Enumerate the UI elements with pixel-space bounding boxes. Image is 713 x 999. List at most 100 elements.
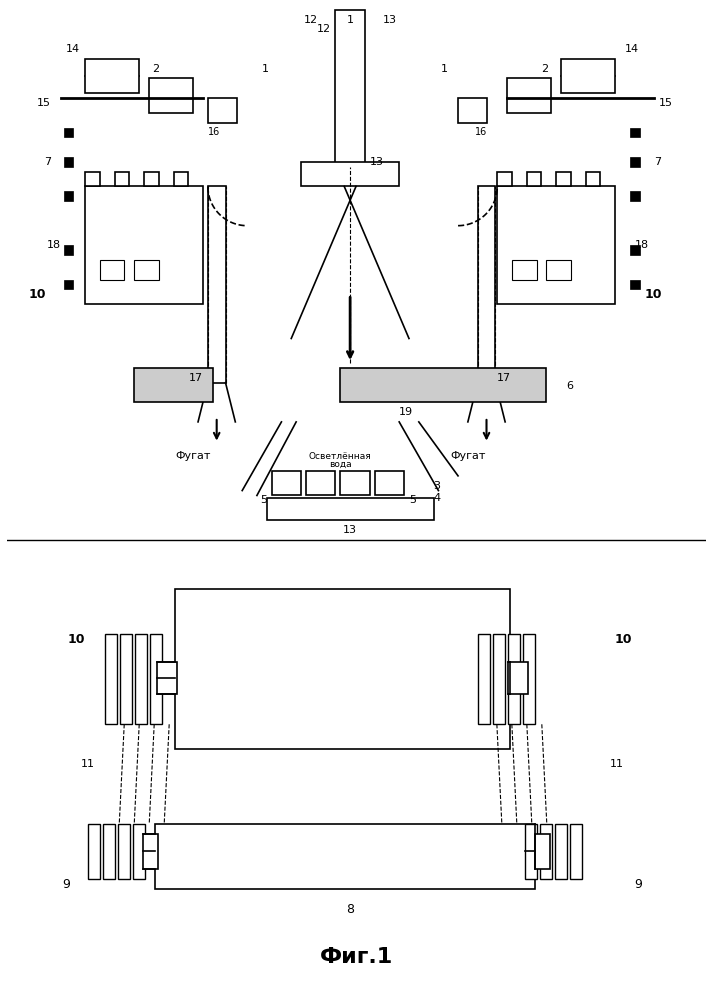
Text: 5: 5 (409, 496, 416, 505)
Bar (144, 172, 159, 187)
Bar (493, 634, 505, 724)
Bar (527, 172, 541, 187)
Bar (88, 824, 101, 879)
Text: 16: 16 (476, 128, 488, 138)
Bar (540, 824, 552, 879)
Bar (63, 192, 73, 201)
Bar (135, 634, 147, 724)
Bar (508, 634, 520, 724)
Text: 9: 9 (635, 877, 642, 891)
Text: 11: 11 (81, 759, 96, 769)
Bar (508, 662, 528, 694)
Text: 14: 14 (625, 44, 639, 54)
Bar (86, 59, 139, 93)
Text: 14: 14 (66, 44, 81, 54)
Bar (103, 824, 116, 879)
Bar (478, 187, 496, 383)
Text: 19: 19 (399, 407, 414, 418)
Text: вода: вода (329, 460, 352, 469)
Text: 17: 17 (497, 373, 511, 383)
Bar (585, 172, 600, 187)
Bar (208, 187, 225, 383)
Bar (155, 824, 535, 889)
Bar (523, 634, 535, 724)
Bar (630, 246, 640, 255)
Text: 1: 1 (262, 64, 269, 74)
Bar (100, 260, 125, 280)
Text: 3: 3 (434, 481, 441, 491)
Text: 12: 12 (317, 24, 331, 34)
Text: Фугат: Фугат (450, 452, 486, 462)
Bar (106, 634, 117, 724)
Bar (301, 162, 399, 187)
Text: 7: 7 (655, 157, 662, 167)
Text: 11: 11 (610, 759, 624, 769)
Bar (374, 471, 404, 496)
Text: 13: 13 (343, 524, 357, 534)
Text: 10: 10 (645, 288, 662, 301)
Text: 18: 18 (46, 241, 61, 251)
Bar (556, 172, 571, 187)
Bar (555, 824, 567, 879)
Bar (133, 824, 145, 879)
Bar (134, 260, 159, 280)
Bar (630, 192, 640, 201)
Bar (458, 98, 488, 123)
Bar (340, 471, 370, 496)
Bar (115, 172, 129, 187)
Bar (118, 824, 130, 879)
Text: 15: 15 (37, 98, 51, 108)
Text: 2: 2 (541, 64, 548, 74)
Bar (546, 260, 571, 280)
Bar (535, 834, 550, 869)
Text: 5: 5 (260, 496, 267, 505)
Bar (157, 662, 177, 694)
Bar (570, 824, 582, 879)
Text: 16: 16 (208, 128, 220, 138)
Bar (173, 172, 188, 187)
Text: 10: 10 (68, 632, 86, 646)
Text: 6: 6 (566, 381, 573, 391)
Text: 10: 10 (615, 632, 632, 646)
Bar (86, 172, 100, 187)
Bar (143, 834, 158, 869)
Bar (267, 499, 434, 520)
Bar (208, 98, 237, 123)
Text: 17: 17 (189, 373, 203, 383)
Bar (497, 187, 615, 304)
Bar (512, 260, 537, 280)
Bar (63, 157, 73, 167)
Bar (630, 157, 640, 167)
Bar (272, 471, 301, 496)
Text: 13: 13 (370, 157, 384, 167)
Bar (306, 471, 335, 496)
Bar (525, 824, 537, 879)
Text: 13: 13 (382, 15, 396, 25)
Text: 4: 4 (434, 494, 441, 503)
Text: 18: 18 (635, 241, 649, 251)
Text: 15: 15 (660, 98, 673, 108)
Bar (497, 172, 512, 187)
Bar (335, 10, 365, 167)
Bar (86, 187, 203, 304)
Bar (120, 634, 132, 724)
Text: 9: 9 (63, 877, 71, 891)
Text: 1: 1 (441, 64, 448, 74)
Text: 7: 7 (43, 157, 51, 167)
Bar (134, 368, 212, 403)
Text: 2: 2 (152, 64, 159, 74)
Text: 12: 12 (304, 15, 318, 25)
Text: 10: 10 (29, 288, 46, 301)
Text: Фугат: Фугат (175, 452, 211, 462)
Text: Осветлённая: Осветлённая (309, 452, 371, 461)
Bar (175, 589, 510, 749)
Bar (630, 128, 640, 137)
Text: Фиг.1: Фиг.1 (319, 947, 393, 967)
Bar (478, 634, 490, 724)
Bar (630, 280, 640, 290)
Bar (340, 368, 546, 403)
Bar (63, 128, 73, 137)
Bar (149, 79, 193, 113)
Bar (63, 280, 73, 290)
Bar (561, 59, 615, 93)
